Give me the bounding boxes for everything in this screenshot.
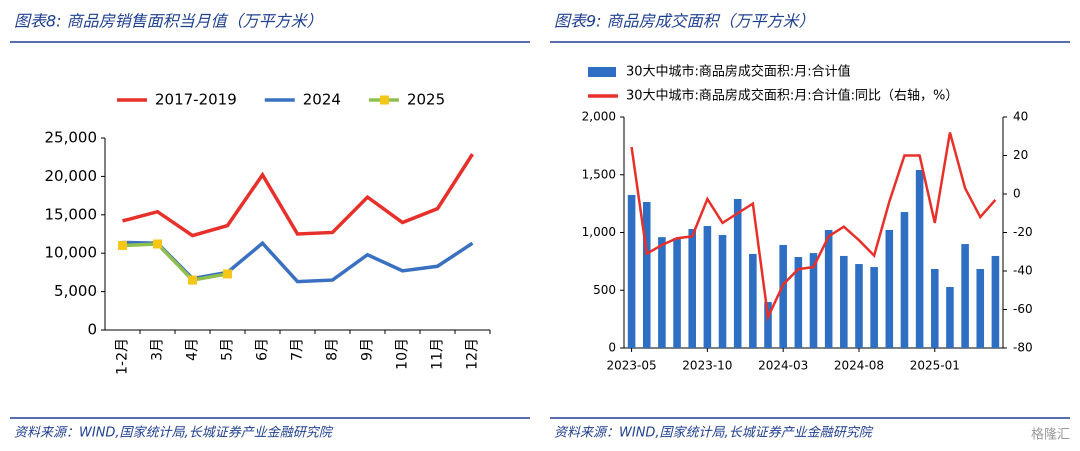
x-tick-label: 6月: [255, 338, 271, 361]
bar: [749, 253, 757, 348]
legend-label: 2024: [303, 91, 341, 109]
bar: [794, 256, 803, 348]
source: 资料来源：WIND,国家统计局,长城证券产业金融研究院: [14, 425, 334, 441]
bar: [718, 235, 727, 348]
x-tick-label: 3月: [150, 338, 166, 361]
marker: [188, 275, 197, 285]
bar: [642, 202, 651, 348]
y2-tick-label: -40: [1013, 264, 1033, 278]
x-tick-label: 1-2月: [115, 338, 131, 375]
bar: [915, 170, 924, 348]
legend-label: 30大中城市:商品房成交面积:月:合计值: [626, 64, 851, 80]
bar: [764, 302, 772, 348]
bar: [824, 229, 833, 348]
y-tick-label: 500: [593, 283, 616, 297]
legend-label: 2025: [407, 91, 445, 109]
x-tick-label: 5月: [220, 338, 236, 361]
source: 资料来源：WIND,国家统计局,长城证券产业金融研究院: [554, 425, 874, 441]
x-tick-label: 7月: [290, 338, 306, 361]
y2-tick-label: 20: [1013, 148, 1028, 162]
y2-tick-label: -60: [1013, 302, 1033, 316]
y2-tick-label: 40: [1013, 110, 1028, 124]
bar: [991, 255, 1000, 348]
legend-label: 2017-2019: [155, 91, 237, 109]
chart-title: 图表8: 商品房销售面积当月值（万平方米）: [14, 12, 323, 31]
marker: [118, 241, 127, 251]
x-tick-label: 2024-08: [834, 359, 884, 373]
legend-label: 30大中城市:商品房成交面积:月:合计值:同比（右轴，%）: [626, 88, 958, 104]
y2-tick-label: -20: [1013, 225, 1033, 239]
x-tick-label: 9月: [360, 338, 376, 361]
y-tick-label: 0: [608, 341, 616, 355]
bar: [688, 229, 697, 348]
x-tick-label: 4月: [185, 338, 201, 361]
bar: [930, 268, 939, 348]
bar: [779, 244, 787, 348]
y-tick-label: 5,000: [54, 282, 97, 300]
bar: [627, 194, 636, 348]
bar: [885, 229, 894, 348]
y-tick-label: 10,000: [45, 244, 98, 262]
y-tick-label: 15,000: [45, 205, 98, 223]
y-tick-label: 25,000: [45, 129, 98, 147]
line: [122, 153, 474, 238]
bar: [703, 226, 712, 348]
bar: [900, 212, 909, 348]
line: [122, 242, 228, 282]
x-tick-label: 2024-03: [758, 359, 808, 373]
bar: [961, 244, 969, 348]
legend-marker: [379, 95, 389, 105]
marker: [153, 239, 162, 249]
bar: [870, 267, 878, 348]
bar: [855, 264, 863, 348]
x-tick-label: 11月: [430, 338, 446, 370]
y-tick-label: 20,000: [45, 167, 98, 185]
line: [630, 132, 997, 322]
y2-tick-label: 0: [1013, 187, 1021, 201]
chart-title: 图表9: 商品房成交面积（万平方米）: [554, 12, 815, 31]
x-tick-label: 12月: [465, 338, 481, 370]
bar: [658, 237, 666, 348]
x-tick-label: 8月: [325, 338, 341, 361]
y2-tick-label: -80: [1013, 341, 1033, 355]
x-tick-label: 2023-10: [682, 359, 732, 373]
y-tick-label: 1,500: [582, 167, 616, 181]
y-tick-label: 0: [87, 321, 97, 339]
bar: [733, 199, 742, 348]
x-tick-label: 2025-01: [910, 359, 960, 373]
watermark: 格隆汇: [1031, 427, 1070, 443]
bar: [976, 268, 985, 348]
marker: [223, 269, 232, 279]
x-tick-label: 10月: [395, 338, 411, 370]
y-tick-label: 1,000: [582, 225, 616, 239]
bar: [840, 255, 848, 348]
y-tick-label: 2,000: [582, 110, 616, 124]
legend-swatch: [588, 67, 616, 77]
bar: [809, 253, 818, 348]
bar: [673, 238, 681, 348]
bar: [946, 287, 954, 348]
x-tick-label: 2023-05: [607, 359, 657, 373]
